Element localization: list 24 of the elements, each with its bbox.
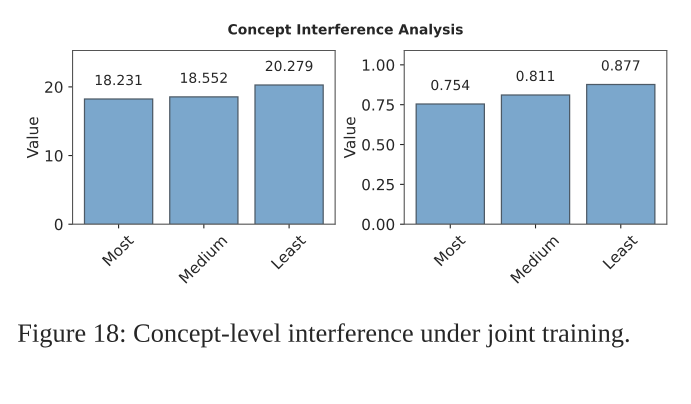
bar <box>169 96 239 224</box>
y-tick-label: 0.25 <box>362 178 394 190</box>
chart-title: Concept Interference Analysis <box>228 24 463 38</box>
data-label: 0.811 <box>516 70 554 82</box>
y-tick-label: 20 <box>45 81 63 93</box>
y-tick-label: 0.75 <box>362 99 394 111</box>
bar <box>416 103 485 224</box>
data-label: 20.279 <box>266 60 312 72</box>
y-axis-title: Value <box>344 117 356 158</box>
data-label: 0.754 <box>431 80 470 90</box>
y-axis-title: Value <box>26 117 38 158</box>
y-tick-label: 1.00 <box>362 59 394 71</box>
y-tick-label: 10 <box>46 150 63 162</box>
data-label: 18.552 <box>181 72 227 84</box>
bar <box>500 94 570 224</box>
y-tick-label: 0.50 <box>362 138 394 151</box>
data-label: 0.877 <box>602 60 640 71</box>
y-tick-label: 0 <box>54 218 63 230</box>
bar <box>254 84 324 224</box>
caption: Figure 18: Concept-level interference under joint training. <box>18 323 629 348</box>
data-label: 18.231 <box>96 74 142 86</box>
bar <box>84 98 154 224</box>
y-tick-label: 0.00 <box>362 218 394 230</box>
bar <box>586 84 656 224</box>
